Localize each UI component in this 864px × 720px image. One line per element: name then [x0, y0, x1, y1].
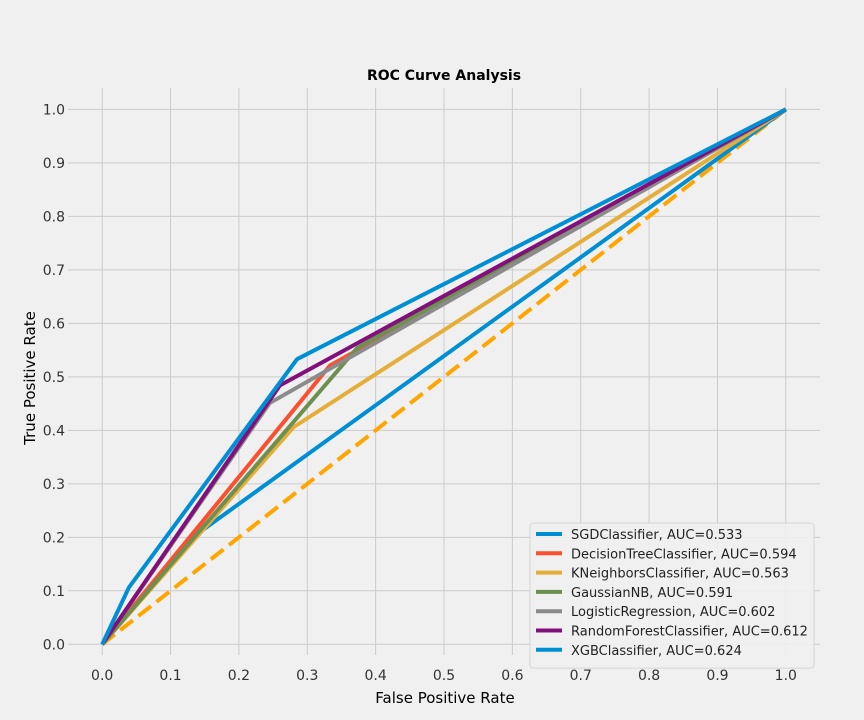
legend-box [529, 522, 815, 669]
series-lines [100, 107, 787, 646]
y-tick-label: 0.6 [43, 316, 65, 332]
chart-title: ROC Curve Analysis [367, 68, 521, 84]
legend-label: LogisticRegression, AUC=0.602 [571, 605, 775, 620]
y-tick-label: 0.4 [43, 423, 65, 439]
x-tick-label: 0.6 [501, 668, 523, 684]
x-axis-label: False Positive Rate [375, 689, 514, 707]
x-tick-label: 1.0 [775, 668, 797, 684]
y-tick-label: 0.3 [43, 477, 65, 493]
legend-label: GaussianNB, AUC=0.591 [571, 586, 733, 601]
y-tick-label: 0.5 [43, 370, 65, 386]
y-axis-label: True Positive Rate [21, 311, 39, 446]
legend: SGDClassifier, AUC=0.533 DecisionTreeClas… [529, 522, 815, 669]
x-tick-label: 0.3 [296, 668, 318, 684]
x-tick-label: 0.9 [706, 668, 728, 684]
x-tick-label: 0.4 [365, 668, 387, 684]
x-tick-label: 0.7 [570, 668, 592, 684]
reference-line [100, 107, 788, 646]
legend-label: KNeighborsClassifier, AUC=0.563 [571, 567, 789, 582]
y-tick-label: 0.7 [43, 263, 65, 279]
y-tick-label: 0.2 [43, 530, 65, 546]
x-tick-labels: 0.0 0.1 0.2 0.3 0.4 0.5 0.6 0.7 0.8 0.9 1.0 [91, 668, 797, 684]
x-tick-label: 0.8 [638, 668, 660, 684]
y-tick-labels: 0.0 0.1 0.2 0.3 0.4 0.5 0.6 0.7 0.8 0.9 1.0 [43, 102, 65, 653]
x-tick-label: 0.0 [91, 668, 113, 684]
y-tick-label: 0.9 [43, 156, 65, 172]
y-tick-label: 0.1 [43, 584, 65, 600]
x-tick-label: 0.2 [228, 668, 250, 684]
legend-label: DecisionTreeClassifier, AUC=0.594 [571, 547, 797, 562]
legend-label: RandomForestClassifier, AUC=0.612 [571, 625, 808, 640]
y-tick-label: 0.8 [43, 209, 65, 225]
x-tick-label: 0.5 [433, 668, 455, 684]
series-line [100, 107, 787, 646]
reference-diagonal [100, 107, 788, 646]
x-tick-label: 0.1 [159, 668, 181, 684]
legend-label: XGBClassifier, AUC=0.624 [571, 644, 742, 659]
legend-label: SGDClassifier, AUC=0.533 [571, 528, 743, 543]
y-tick-label: 0.0 [43, 637, 65, 653]
y-tick-label: 1.0 [43, 102, 65, 118]
